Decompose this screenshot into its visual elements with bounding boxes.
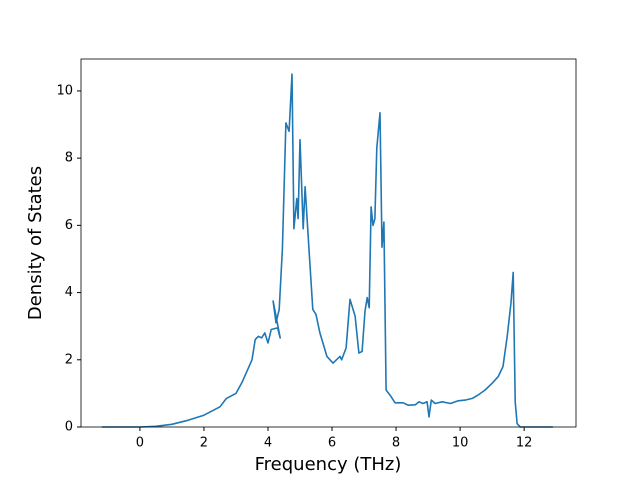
data-line <box>101 73 553 428</box>
x-tick-label: 12 <box>516 436 533 451</box>
y-tick-label: 6 <box>65 218 73 233</box>
y-tick-label: 10 <box>56 83 73 98</box>
y-tick-label: 8 <box>65 151 73 166</box>
x-tick-label: 0 <box>136 436 144 451</box>
x-tick-label: 2 <box>200 436 208 451</box>
x-tick-label: 8 <box>392 436 400 451</box>
axes-frame <box>80 58 577 428</box>
y-tick-label: 2 <box>65 352 73 367</box>
x-axis-label: Frequency (THz) <box>255 454 402 475</box>
x-tick-label: 10 <box>452 436 469 451</box>
x-tick-label: 4 <box>264 436 272 451</box>
y-tick-label: 0 <box>65 420 73 435</box>
y-tick-label: 4 <box>65 285 73 300</box>
x-tick-label: 6 <box>328 436 336 451</box>
y-axis-label: Density of States <box>25 166 46 320</box>
